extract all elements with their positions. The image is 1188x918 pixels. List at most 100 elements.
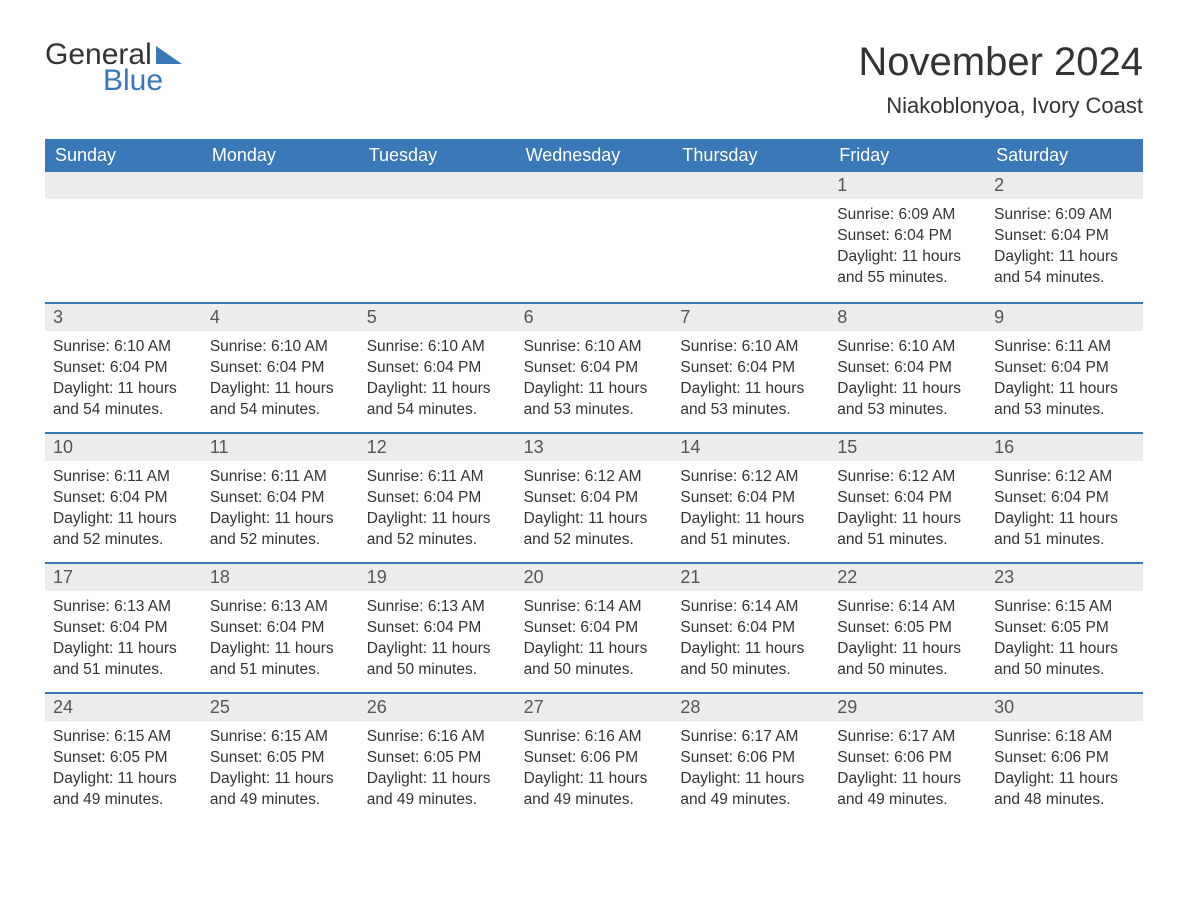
day-number: 1 (829, 172, 986, 199)
sunrise-line: Sunrise: 6:10 AM (53, 337, 194, 358)
day-details: Sunrise: 6:16 AMSunset: 6:05 PMDaylight:… (359, 721, 516, 817)
sunset-line: Sunset: 6:04 PM (994, 358, 1135, 379)
sunset-line: Sunset: 6:04 PM (680, 488, 821, 509)
daylight-line: Daylight: 11 hours and 50 minutes. (680, 639, 821, 681)
sunrise-line: Sunrise: 6:13 AM (53, 597, 194, 618)
sunset-line: Sunset: 6:04 PM (680, 358, 821, 379)
sunset-line: Sunset: 6:04 PM (680, 618, 821, 639)
calendar-day-cell: 10Sunrise: 6:11 AMSunset: 6:04 PMDayligh… (45, 432, 202, 562)
calendar-day-cell: 16Sunrise: 6:12 AMSunset: 6:04 PMDayligh… (986, 432, 1143, 562)
day-number: 16 (986, 432, 1143, 461)
sunrise-line: Sunrise: 6:14 AM (837, 597, 978, 618)
sunset-line: Sunset: 6:04 PM (367, 618, 508, 639)
day-details: Sunrise: 6:17 AMSunset: 6:06 PMDaylight:… (672, 721, 829, 817)
calendar-day-cell: 18Sunrise: 6:13 AMSunset: 6:04 PMDayligh… (202, 562, 359, 692)
sunrise-line: Sunrise: 6:10 AM (680, 337, 821, 358)
day-details: Sunrise: 6:13 AMSunset: 6:04 PMDaylight:… (359, 591, 516, 687)
sunrise-line: Sunrise: 6:17 AM (837, 727, 978, 748)
day-number: 28 (672, 692, 829, 721)
daylight-line: Daylight: 11 hours and 54 minutes. (994, 247, 1135, 289)
sunrise-line: Sunrise: 6:12 AM (994, 467, 1135, 488)
sunrise-line: Sunrise: 6:18 AM (994, 727, 1135, 748)
day-number: 9 (986, 302, 1143, 331)
day-header: Saturday (986, 139, 1143, 172)
day-number: 18 (202, 562, 359, 591)
title-block: November 2024 Niakoblonyoa, Ivory Coast (858, 40, 1143, 119)
day-number: 11 (202, 432, 359, 461)
header: General Blue November 2024 Niakoblonyoa,… (45, 40, 1143, 119)
sunset-line: Sunset: 6:04 PM (837, 358, 978, 379)
sunrise-line: Sunrise: 6:13 AM (210, 597, 351, 618)
day-number: 26 (359, 692, 516, 721)
calendar-empty-cell (672, 172, 829, 302)
daylight-line: Daylight: 11 hours and 50 minutes. (837, 639, 978, 681)
day-details: Sunrise: 6:10 AMSunset: 6:04 PMDaylight:… (45, 331, 202, 427)
daylight-line: Daylight: 11 hours and 51 minutes. (680, 509, 821, 551)
day-details: Sunrise: 6:10 AMSunset: 6:04 PMDaylight:… (516, 331, 673, 427)
day-number: 23 (986, 562, 1143, 591)
calendar-day-cell: 19Sunrise: 6:13 AMSunset: 6:04 PMDayligh… (359, 562, 516, 692)
sunrise-line: Sunrise: 6:10 AM (367, 337, 508, 358)
day-header: Wednesday (516, 139, 673, 172)
day-details: Sunrise: 6:10 AMSunset: 6:04 PMDaylight:… (829, 331, 986, 427)
sunset-line: Sunset: 6:05 PM (367, 748, 508, 769)
sunset-line: Sunset: 6:04 PM (53, 358, 194, 379)
day-number: 2 (986, 172, 1143, 199)
day-details: Sunrise: 6:13 AMSunset: 6:04 PMDaylight:… (45, 591, 202, 687)
day-number: 19 (359, 562, 516, 591)
sunrise-line: Sunrise: 6:14 AM (680, 597, 821, 618)
day-number: 13 (516, 432, 673, 461)
calendar-day-cell: 22Sunrise: 6:14 AMSunset: 6:05 PMDayligh… (829, 562, 986, 692)
day-details: Sunrise: 6:11 AMSunset: 6:04 PMDaylight:… (45, 461, 202, 557)
day-number: 8 (829, 302, 986, 331)
daylight-line: Daylight: 11 hours and 52 minutes. (524, 509, 665, 551)
sunrise-line: Sunrise: 6:09 AM (994, 205, 1135, 226)
day-details: Sunrise: 6:15 AMSunset: 6:05 PMDaylight:… (202, 721, 359, 817)
daylight-line: Daylight: 11 hours and 54 minutes. (53, 379, 194, 421)
logo: General Blue (45, 40, 182, 96)
day-number: 5 (359, 302, 516, 331)
daylight-line: Daylight: 11 hours and 54 minutes. (367, 379, 508, 421)
daylight-line: Daylight: 11 hours and 48 minutes. (994, 769, 1135, 811)
day-details: Sunrise: 6:16 AMSunset: 6:06 PMDaylight:… (516, 721, 673, 817)
day-number: 27 (516, 692, 673, 721)
day-details: Sunrise: 6:13 AMSunset: 6:04 PMDaylight:… (202, 591, 359, 687)
sunrise-line: Sunrise: 6:12 AM (524, 467, 665, 488)
day-details: Sunrise: 6:11 AMSunset: 6:04 PMDaylight:… (986, 331, 1143, 427)
daylight-line: Daylight: 11 hours and 51 minutes. (53, 639, 194, 681)
sunset-line: Sunset: 6:04 PM (994, 488, 1135, 509)
calendar-day-cell: 12Sunrise: 6:11 AMSunset: 6:04 PMDayligh… (359, 432, 516, 562)
sunrise-line: Sunrise: 6:17 AM (680, 727, 821, 748)
day-details: Sunrise: 6:12 AMSunset: 6:04 PMDaylight:… (986, 461, 1143, 557)
sunset-line: Sunset: 6:06 PM (837, 748, 978, 769)
sunrise-line: Sunrise: 6:15 AM (210, 727, 351, 748)
sunset-line: Sunset: 6:06 PM (994, 748, 1135, 769)
daylight-line: Daylight: 11 hours and 52 minutes. (210, 509, 351, 551)
calendar-day-cell: 13Sunrise: 6:12 AMSunset: 6:04 PMDayligh… (516, 432, 673, 562)
day-details: Sunrise: 6:18 AMSunset: 6:06 PMDaylight:… (986, 721, 1143, 817)
daylight-line: Daylight: 11 hours and 49 minutes. (524, 769, 665, 811)
day-number: 24 (45, 692, 202, 721)
day-number: 7 (672, 302, 829, 331)
sunset-line: Sunset: 6:05 PM (994, 618, 1135, 639)
day-details: Sunrise: 6:11 AMSunset: 6:04 PMDaylight:… (359, 461, 516, 557)
logo-triangle-icon (156, 46, 182, 64)
daylight-line: Daylight: 11 hours and 49 minutes. (837, 769, 978, 811)
sunset-line: Sunset: 6:04 PM (210, 358, 351, 379)
calendar-day-cell: 7Sunrise: 6:10 AMSunset: 6:04 PMDaylight… (672, 302, 829, 432)
calendar-empty-cell (45, 172, 202, 302)
sunrise-line: Sunrise: 6:16 AM (367, 727, 508, 748)
day-header: Friday (829, 139, 986, 172)
day-header: Sunday (45, 139, 202, 172)
day-details: Sunrise: 6:17 AMSunset: 6:06 PMDaylight:… (829, 721, 986, 817)
sunrise-line: Sunrise: 6:12 AM (837, 467, 978, 488)
sunset-line: Sunset: 6:04 PM (994, 226, 1135, 247)
sunrise-line: Sunrise: 6:11 AM (367, 467, 508, 488)
sunset-line: Sunset: 6:04 PM (367, 358, 508, 379)
daylight-line: Daylight: 11 hours and 50 minutes. (367, 639, 508, 681)
daylight-line: Daylight: 11 hours and 51 minutes. (837, 509, 978, 551)
day-number: 25 (202, 692, 359, 721)
sunrise-line: Sunrise: 6:11 AM (53, 467, 194, 488)
sunset-line: Sunset: 6:05 PM (210, 748, 351, 769)
calendar-day-cell: 8Sunrise: 6:10 AMSunset: 6:04 PMDaylight… (829, 302, 986, 432)
